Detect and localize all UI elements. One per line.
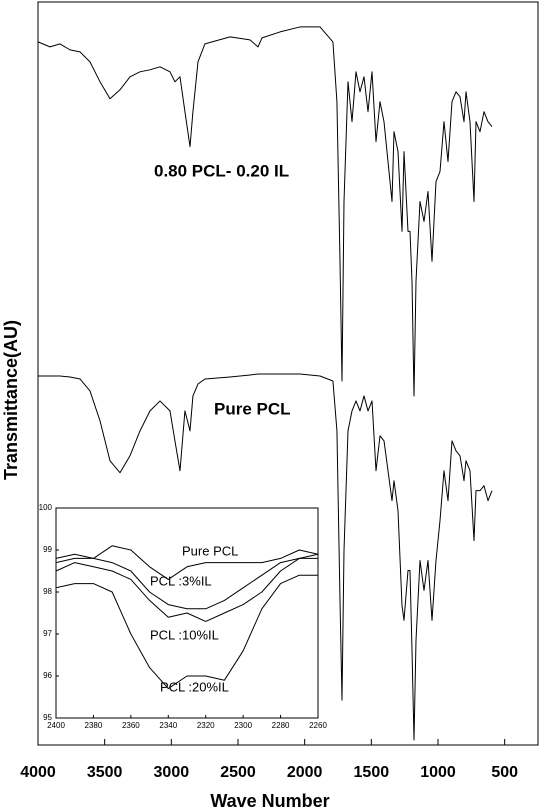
x-tick-label: 2400 — [47, 721, 65, 730]
x-tick-label: 3000 — [154, 764, 190, 781]
y-tick-label: 99 — [43, 545, 52, 554]
series-label: Pure PCL — [182, 543, 238, 558]
x-tick-label: 2320 — [197, 721, 215, 730]
spectrum-line — [55, 557, 318, 622]
x-tick-label: 2300 — [234, 721, 252, 730]
x-tick-label: 4000 — [20, 764, 56, 781]
x-tick-label: 2280 — [272, 721, 290, 730]
spectrum-line — [55, 553, 319, 610]
x-tick-label: 2380 — [85, 721, 103, 730]
series-label: Pure PCL — [214, 399, 291, 418]
spectrum-line — [55, 545, 319, 580]
x-tick-label: 2000 — [287, 764, 323, 781]
spectrum-line — [55, 574, 318, 690]
y-axis-label: Transmittance(AU) — [1, 320, 21, 480]
x-tick-label: 500 — [491, 764, 518, 781]
spectrum-line — [37, 26, 493, 397]
series-label: PCL :10%IL — [150, 627, 219, 642]
y-tick-label: 100 — [39, 503, 53, 512]
x-axis-label: Wave Number — [210, 791, 329, 811]
series-label: 0.80 PCL- 0.20 IL — [154, 161, 289, 180]
y-tick-label: 96 — [43, 671, 52, 680]
y-tick-label: 98 — [43, 587, 52, 596]
series-label: PCL :20%IL — [160, 679, 229, 694]
y-tick-label: 97 — [43, 629, 52, 638]
x-tick-label: 1500 — [354, 764, 390, 781]
series-label: PCL :3%IL — [150, 573, 212, 588]
x-tick-label: 2500 — [220, 764, 256, 781]
x-tick-label: 3500 — [87, 764, 123, 781]
x-tick-label: 2360 — [122, 721, 140, 730]
spectrum-line — [38, 373, 493, 741]
y-tick-label: 95 — [43, 713, 52, 722]
x-tick-label: 2340 — [159, 721, 177, 730]
x-tick-label: 2260 — [309, 721, 327, 730]
x-tick-label: 1000 — [420, 764, 456, 781]
